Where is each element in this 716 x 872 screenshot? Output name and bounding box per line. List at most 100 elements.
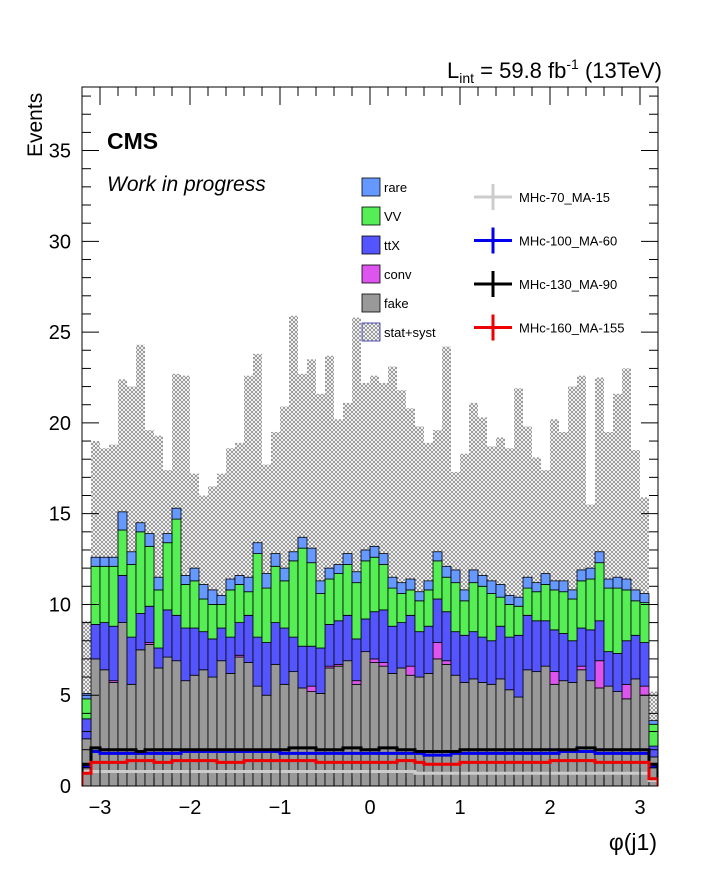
- bar-ttX: [82, 718, 92, 740]
- bar-VV: [648, 723, 658, 747]
- bar-rare: [378, 553, 389, 565]
- bar-rare: [252, 542, 263, 555]
- bar-VV: [144, 545, 155, 607]
- bar-ttX: [162, 609, 173, 658]
- bar-fake: [603, 685, 614, 786]
- legend-swatch-conv: [361, 264, 381, 284]
- bar-rare: [369, 545, 380, 558]
- bar-VV: [639, 602, 650, 643]
- x-tick-label: 3: [634, 797, 645, 819]
- bar-fake: [630, 678, 641, 786]
- x-tick-label: 1: [454, 797, 465, 819]
- bar-ttX: [171, 614, 182, 662]
- bar-fake: [144, 643, 155, 786]
- bar-rare: [594, 551, 605, 564]
- x-tick-label: −2: [179, 797, 202, 819]
- band-bin: [397, 390, 406, 707]
- bar-VV: [225, 589, 236, 638]
- band-bin: [514, 388, 523, 714]
- bar-fake: [189, 674, 200, 786]
- bar-ttX: [333, 620, 344, 665]
- bar-ttX: [117, 574, 128, 623]
- bar-rare: [558, 580, 569, 593]
- bar-ttX: [486, 640, 497, 685]
- bar-rare: [351, 571, 362, 584]
- bar-fake: [198, 669, 209, 786]
- y-axis-label: Events: [24, 93, 47, 157]
- bar-ttX: [207, 638, 218, 678]
- band-bin: [622, 368, 631, 701]
- legend-label-MHc-100_MA-60: MHc-100_MA-60: [519, 234, 617, 249]
- bar-ttX: [369, 611, 380, 660]
- band-bin: [559, 431, 568, 705]
- band-bin: [136, 344, 145, 699]
- bar-ttX: [468, 631, 479, 680]
- bar-fake: [423, 673, 434, 786]
- bar-fake: [135, 649, 146, 786]
- bar-fake: [171, 660, 182, 786]
- y-tick-label: 5: [60, 685, 71, 707]
- bar-conv: [576, 665, 587, 671]
- bar-ttX: [153, 647, 164, 669]
- bar-fake: [414, 676, 425, 786]
- bar-ttX: [126, 636, 137, 685]
- bar-VV: [522, 587, 533, 616]
- band-bin: [361, 382, 370, 698]
- bar-VV: [126, 564, 137, 638]
- bar-VV: [549, 589, 560, 631]
- bar-rare: [567, 589, 578, 600]
- bar-VV: [396, 593, 407, 623]
- bar-fake: [216, 660, 227, 786]
- bar-VV: [603, 587, 614, 653]
- bar-ttX: [243, 614, 254, 663]
- bar-VV: [180, 584, 191, 629]
- bar-rare: [324, 567, 335, 580]
- bar-conv: [621, 683, 632, 700]
- bar-ttX: [342, 614, 353, 662]
- band-bin: [595, 377, 604, 703]
- bar-conv: [351, 680, 362, 685]
- bar-VV: [567, 598, 578, 642]
- bar-rare: [99, 556, 110, 567]
- bar-rare: [639, 593, 650, 604]
- legend-label-stat+syst: stat+syst: [384, 325, 436, 340]
- legend-swatch-ttX: [361, 235, 381, 255]
- bar-fake: [576, 669, 587, 786]
- bar-VV: [153, 589, 164, 649]
- legend-label-conv: conv: [384, 267, 412, 282]
- bar-fake: [162, 656, 173, 786]
- bar-fake: [360, 651, 371, 786]
- bar-fake: [333, 665, 344, 786]
- bar-VV: [324, 578, 335, 625]
- bar-VV: [486, 593, 497, 642]
- bar-rare: [585, 567, 596, 580]
- bar-ttX: [225, 636, 236, 674]
- bar-ttX: [639, 642, 650, 687]
- bar-fake: [270, 663, 281, 786]
- band-bin: [532, 457, 541, 698]
- bar-VV: [90, 565, 101, 625]
- bar-rare: [603, 578, 614, 589]
- bar-ttX: [270, 622, 281, 665]
- legend-label-MHc-130_MA-90: MHc-130_MA-90: [519, 277, 617, 292]
- bar-rare: [216, 594, 227, 605]
- bar-fake: [486, 683, 497, 786]
- band-bin: [226, 448, 235, 703]
- bar-rare: [495, 584, 506, 598]
- signal-line-MHc-100_MA-60: [82, 750, 658, 786]
- signal-line-MHc-70_MA-15: [82, 769, 658, 786]
- legend-label-rare: rare: [384, 180, 407, 195]
- bar-fake: [441, 663, 452, 786]
- cms-label: CMS: [107, 128, 158, 154]
- bar-ttX: [279, 627, 290, 685]
- bar-ttX: [423, 625, 434, 674]
- bar-rare: [486, 580, 497, 594]
- bar-rare: [612, 576, 623, 589]
- bar-rare: [531, 582, 542, 593]
- bar-conv: [405, 665, 416, 676]
- bar-rare: [82, 693, 92, 700]
- band-bin: [379, 382, 388, 708]
- band-bin: [217, 473, 226, 705]
- bar-fake: [396, 667, 407, 786]
